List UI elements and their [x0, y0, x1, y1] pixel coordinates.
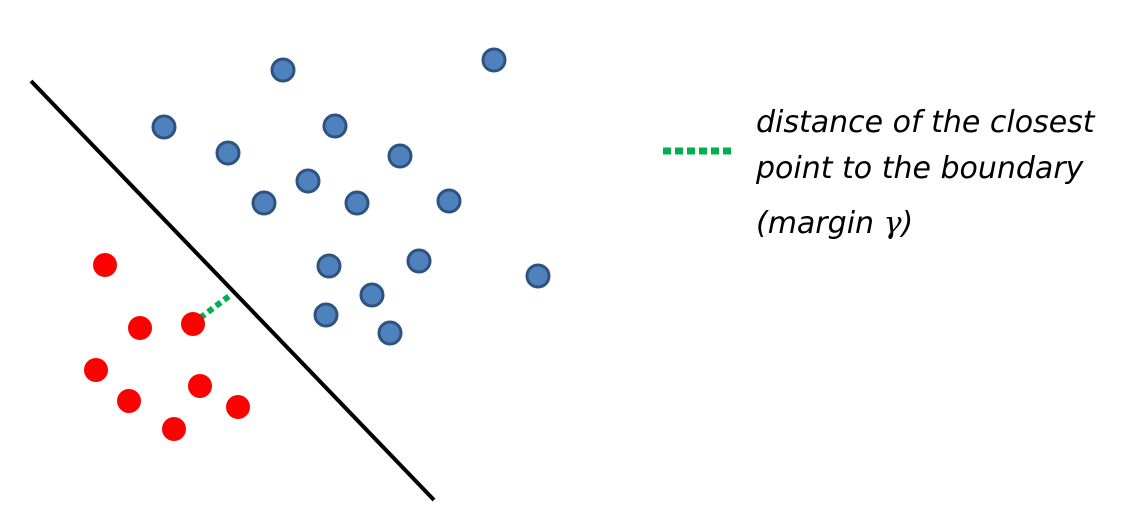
blue-point: [295, 168, 321, 194]
blue-point: [436, 188, 462, 214]
legend-line-2-text: point to the boundary: [755, 151, 1085, 186]
blue-point: [406, 248, 432, 274]
decision-boundary-line: [29, 79, 436, 502]
red-point: [128, 316, 152, 340]
class-b-points-group: [84, 253, 250, 441]
legend-line-2: point to the boundary: [755, 151, 1085, 186]
legend-line-3: (margin γ): [756, 206, 913, 241]
legend: distance of the closest point to the bou…: [663, 105, 1096, 241]
blue-point: [270, 57, 296, 83]
blue-point: [377, 320, 403, 346]
blue-point: [151, 114, 177, 140]
red-point: [162, 417, 186, 441]
red-point: [117, 389, 141, 413]
legend-line-3-prefix: (margin: [756, 206, 884, 241]
red-point: [84, 358, 108, 382]
blue-point: [359, 282, 385, 308]
red-point: [93, 253, 117, 277]
legend-line-1-text: distance of the closest: [756, 105, 1096, 140]
red-point: [188, 374, 212, 398]
blue-point: [316, 253, 342, 279]
blue-point: [387, 143, 413, 169]
blue-point: [215, 140, 241, 166]
legend-line-3-suffix: ): [900, 206, 914, 241]
blue-point: [344, 190, 370, 216]
margin-distance-line: [198, 291, 234, 321]
margin-indicator-group: [198, 291, 234, 321]
blue-point: [313, 302, 339, 328]
blue-point: [251, 190, 277, 216]
class-a-points-group: [151, 47, 551, 346]
gamma-symbol: γ: [884, 206, 902, 241]
decision-boundary-group: [29, 79, 436, 502]
red-point: [226, 395, 250, 419]
blue-point: [322, 113, 348, 139]
red-point: [181, 312, 205, 336]
blue-point: [525, 263, 551, 289]
legend-line-1: distance of the closest: [756, 105, 1096, 140]
blue-point: [481, 47, 507, 73]
